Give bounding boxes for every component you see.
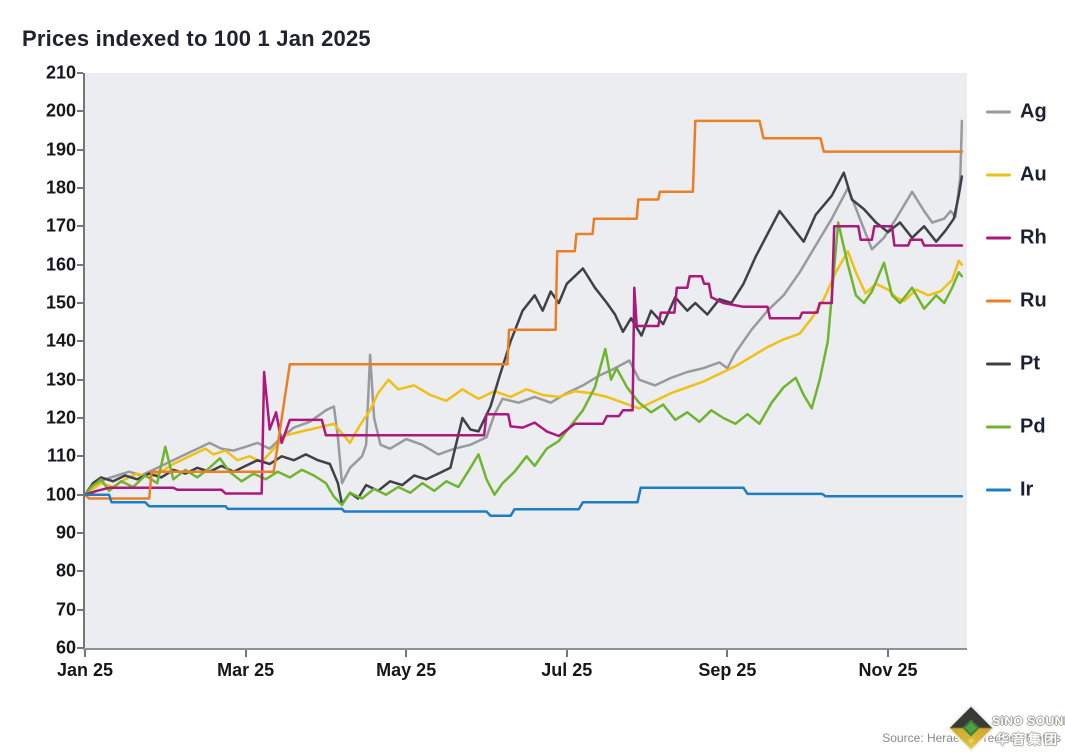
y-tick-mark xyxy=(77,340,83,343)
y-tick-label: 200 xyxy=(45,100,76,121)
series-line-Pd xyxy=(83,221,964,507)
y-axis-line xyxy=(83,73,85,650)
y-tick-mark xyxy=(77,148,83,151)
legend-swatch-icon xyxy=(986,362,1011,366)
series-line-Ir xyxy=(83,486,964,518)
x-tick-mark xyxy=(565,650,568,657)
x-tick-label: May 25 xyxy=(376,660,437,680)
legend-item-Ru: Ru xyxy=(986,290,1047,313)
legend-label: Ru xyxy=(1020,289,1047,312)
legend-item-Ir: Ir xyxy=(986,479,1033,502)
y-tick-mark xyxy=(77,72,83,74)
y-tick-mark xyxy=(77,455,83,458)
y-tick-mark xyxy=(77,110,83,113)
x-tick-mark xyxy=(405,650,408,657)
legend-item-Pd: Pd xyxy=(986,416,1046,439)
plot-area xyxy=(85,73,967,648)
chart-title: Prices indexed to 100 1 Jan 2025 xyxy=(22,26,371,51)
y-tick-label: 130 xyxy=(45,369,76,390)
y-tick-mark xyxy=(77,378,83,381)
y-tick-label: 210 xyxy=(45,62,76,83)
y-tick-mark xyxy=(77,608,83,611)
x-tick-label: Nov 25 xyxy=(858,660,918,680)
y-tick-label: 110 xyxy=(46,445,76,466)
y-tick-label: 140 xyxy=(45,330,76,351)
legend-swatch-icon xyxy=(986,425,1011,429)
legend-label: Rh xyxy=(1020,226,1047,249)
y-tick-label: 160 xyxy=(45,254,76,275)
watermark-text-line2: 华音集团 xyxy=(996,732,1061,747)
x-tick-label: Jan 25 xyxy=(56,660,114,680)
chart-canvas xyxy=(83,119,964,518)
y-tick-label: 70 xyxy=(55,599,76,620)
legend-label: Ag xyxy=(1020,100,1047,123)
watermark: SiNO SOUND 华音集团 xyxy=(948,705,1065,753)
x-tick-mark xyxy=(887,650,889,657)
x-axis-line xyxy=(83,648,967,650)
y-tick-mark xyxy=(77,187,83,189)
x-tick-label: Sep 25 xyxy=(698,660,757,680)
legend-item-Pt: Pt xyxy=(986,353,1040,376)
logo-dot-icon xyxy=(968,737,974,744)
x-tick-label: Jul 25 xyxy=(541,660,593,680)
series-line-Pt xyxy=(83,171,964,506)
y-tick-mark xyxy=(77,570,83,573)
y-tick-label: 100 xyxy=(45,484,76,505)
y-tick-mark xyxy=(77,647,83,649)
y-tick-mark xyxy=(77,263,83,266)
y-tick-label: 80 xyxy=(55,560,76,581)
legend-label: Pd xyxy=(1020,415,1046,438)
legend-item-Ag: Ag xyxy=(986,101,1047,124)
legend-swatch-icon xyxy=(986,110,1011,114)
legend-swatch-icon xyxy=(986,299,1011,303)
legend-swatch-icon xyxy=(986,236,1011,240)
y-tick-label: 120 xyxy=(45,407,76,428)
y-tick-label: 60 xyxy=(55,637,76,658)
y-tick-label: 190 xyxy=(45,139,76,160)
legend-label: Pt xyxy=(1020,352,1040,375)
x-tick-label: Mar 25 xyxy=(217,660,275,680)
x-tick-mark xyxy=(84,650,86,657)
y-tick-label: 180 xyxy=(45,177,76,198)
y-tick-label: 150 xyxy=(45,292,76,313)
legend-item-Au: Au xyxy=(986,164,1047,187)
watermark-text-line1: SiNO SOUND xyxy=(992,714,1065,728)
series-line-Rh xyxy=(83,225,964,496)
y-tick-label: 170 xyxy=(45,215,76,236)
x-tick-mark xyxy=(726,650,729,657)
legend: Ag Au Rh Ru Pt Pd Ir xyxy=(986,0,1065,753)
legend-item-Rh: Rh xyxy=(986,227,1047,250)
y-tick-mark xyxy=(77,417,83,419)
x-tick-mark xyxy=(244,650,247,657)
series-line-Ru xyxy=(83,119,964,500)
logo-center-icon xyxy=(962,719,980,744)
y-tick-mark xyxy=(77,493,83,496)
legend-swatch-icon xyxy=(986,488,1011,492)
sino-sound-logo-icon xyxy=(949,706,993,750)
legend-label: Ir xyxy=(1020,478,1034,501)
legend-swatch-icon xyxy=(986,173,1011,177)
y-tick-mark xyxy=(77,532,83,534)
y-tick-label: 90 xyxy=(55,522,76,543)
series-line-Au xyxy=(83,250,964,496)
y-tick-mark xyxy=(77,302,83,304)
y-tick-mark xyxy=(77,225,83,228)
legend-label: Au xyxy=(1020,163,1047,186)
